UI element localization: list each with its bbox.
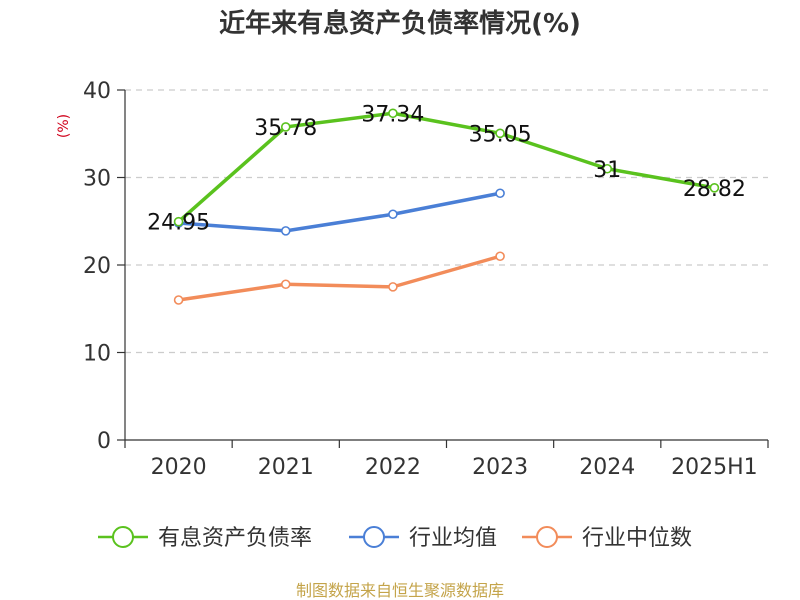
series-line bbox=[178, 254, 501, 302]
x-tick-label: 2023 bbox=[472, 455, 528, 480]
x-tick-label: 2025H1 bbox=[671, 455, 758, 480]
data-label: 28.82 bbox=[683, 177, 746, 202]
y-tick-label: 10 bbox=[83, 342, 111, 367]
data-label: 35.05 bbox=[469, 122, 532, 147]
source-note: 制图数据来自恒生聚源数据库 bbox=[296, 581, 504, 600]
data-point[interactable] bbox=[280, 279, 291, 290]
chart-title: 近年来有息资产负债率情况(%) bbox=[219, 8, 581, 39]
data-point[interactable] bbox=[280, 122, 291, 132]
legend: 有息资产负债率 行业均值 行业中位数 bbox=[98, 526, 692, 551]
y-tick-label: 30 bbox=[83, 167, 111, 192]
data-point[interactable] bbox=[388, 108, 398, 119]
series-layer bbox=[173, 108, 720, 305]
x-tick-label: 2022 bbox=[365, 455, 421, 480]
legend-marker bbox=[536, 526, 558, 548]
x-tick-label: 2024 bbox=[579, 455, 635, 480]
data-point[interactable] bbox=[495, 251, 505, 262]
data-labels: 24.95 35.78 37.34 35.05 31 28.82 bbox=[147, 102, 746, 235]
x-tick-label: 2021 bbox=[258, 455, 314, 480]
y-tick-label: 0 bbox=[97, 429, 111, 454]
data-point[interactable] bbox=[495, 128, 505, 139]
series-1 bbox=[173, 188, 505, 236]
legend-item[interactable]: 行业中位数 bbox=[522, 526, 692, 551]
data-point[interactable] bbox=[495, 188, 505, 199]
legend-marker bbox=[112, 526, 134, 548]
data-point[interactable] bbox=[388, 282, 398, 292]
data-label: 35.78 bbox=[254, 116, 317, 141]
axes: 0 10 20 30 40 2020 2021 2022 2023 2024 2025H1 bbox=[83, 79, 769, 480]
grid bbox=[125, 89, 768, 354]
legend-label: 行业中位数 bbox=[582, 526, 692, 551]
data-point[interactable] bbox=[709, 183, 720, 193]
series-2 bbox=[173, 251, 505, 305]
legend-marker bbox=[363, 526, 385, 548]
data-point[interactable] bbox=[388, 209, 398, 220]
series-0 bbox=[173, 108, 720, 227]
data-label: 24.95 bbox=[147, 211, 210, 236]
data-point[interactable] bbox=[280, 226, 291, 236]
data-point[interactable] bbox=[173, 216, 184, 227]
legend-item[interactable]: 有息资产负债率 bbox=[98, 526, 312, 551]
legend-label: 行业均值 bbox=[409, 526, 497, 551]
data-point[interactable] bbox=[602, 163, 613, 174]
series-line bbox=[177, 111, 715, 223]
y-tick-label: 40 bbox=[83, 79, 111, 104]
series-line bbox=[178, 191, 501, 233]
y-tick-label: 20 bbox=[83, 254, 111, 279]
data-label: 37.34 bbox=[361, 102, 424, 127]
x-tick-label: 2020 bbox=[151, 455, 207, 480]
y-axis-label: (%) bbox=[56, 114, 72, 138]
data-label: 31 bbox=[593, 158, 621, 183]
legend-item[interactable]: 行业均值 bbox=[349, 526, 497, 551]
legend-label: 有息资产负债率 bbox=[158, 526, 312, 551]
data-point[interactable] bbox=[173, 295, 184, 305]
